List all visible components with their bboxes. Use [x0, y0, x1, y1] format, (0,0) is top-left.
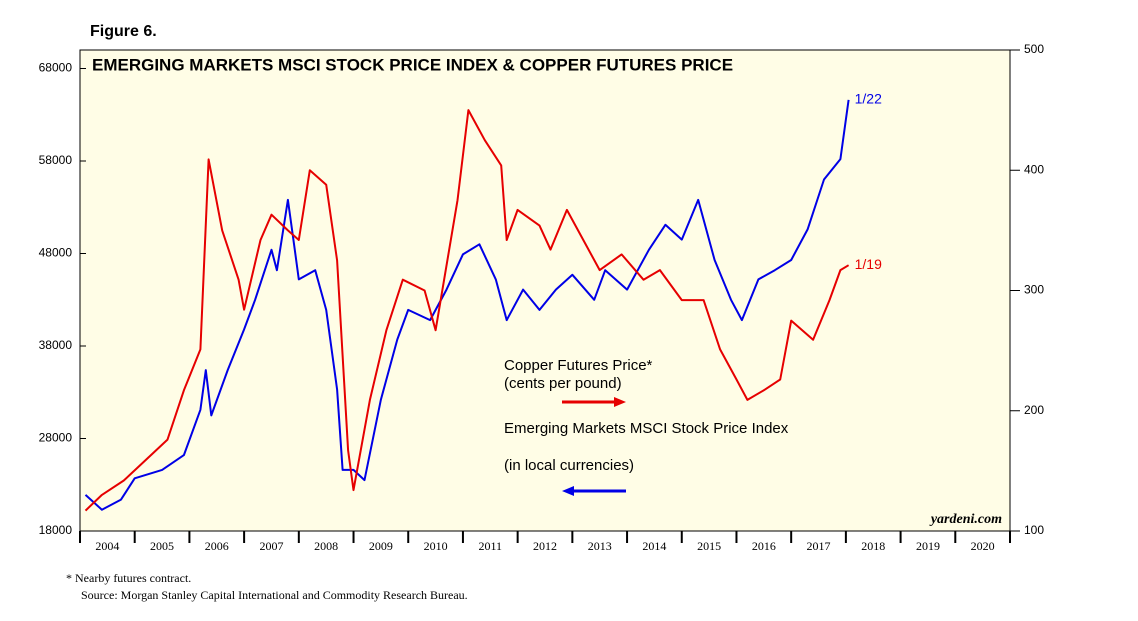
end-label: 1/22 — [855, 91, 882, 107]
legend-label: Emerging Markets MSCI Stock Price Index — [504, 420, 789, 437]
x-tick-label: 2010 — [424, 539, 448, 553]
y2-tick-label: 400 — [1024, 162, 1044, 176]
x-tick-label: 2016 — [752, 539, 776, 553]
plot-area — [79, 49, 1011, 532]
y2-tick-label: 500 — [1024, 42, 1044, 56]
figure-label: Figure 6. — [90, 23, 157, 40]
x-tick-label: 2007 — [259, 539, 283, 553]
y-tick-label: 28000 — [39, 431, 73, 445]
y-tick-label: 48000 — [39, 246, 73, 260]
source-mark: yardeni.com — [929, 512, 1002, 527]
y-tick-label: 18000 — [39, 523, 73, 537]
x-tick-label: 2011 — [479, 539, 503, 553]
x-tick-label: 2020 — [971, 539, 995, 553]
x-tick-label: 2009 — [369, 539, 393, 553]
legend-note: (in local currencies) — [504, 457, 634, 474]
legend-arrow-head — [562, 486, 574, 496]
x-tick-label: 2008 — [314, 539, 338, 553]
x-tick-label: 2004 — [95, 539, 119, 553]
legend-note: (cents per pound) — [504, 375, 622, 392]
y2-tick-label: 100 — [1024, 523, 1044, 537]
x-tick-label: 2012 — [533, 539, 557, 553]
y2-tick-label: 300 — [1024, 283, 1044, 297]
legend-arrow-head — [614, 397, 626, 407]
y-tick-label: 68000 — [39, 61, 73, 75]
footnote: * Nearby futures contract. — [66, 571, 191, 585]
x-tick-label: 2018 — [861, 539, 885, 553]
x-tick-label: 2006 — [205, 539, 229, 553]
chart-title: EMERGING MARKETS MSCI STOCK PRICE INDEX … — [92, 55, 733, 74]
series-line — [84, 99, 850, 511]
footnote: Source: Morgan Stanley Capital Internati… — [81, 588, 468, 602]
x-tick-label: 2013 — [588, 539, 612, 553]
x-tick-label: 2014 — [642, 539, 666, 553]
y-tick-label: 38000 — [39, 338, 73, 352]
legend-label: Copper Futures Price* — [504, 357, 653, 374]
end-label: 1/19 — [855, 256, 882, 272]
series-line — [84, 109, 850, 512]
x-tick-label: 2015 — [697, 539, 721, 553]
x-tick-label: 2017 — [807, 539, 831, 553]
x-tick-label: 2005 — [150, 539, 174, 553]
y2-tick-label: 200 — [1024, 403, 1044, 417]
x-tick-label: 2019 — [916, 539, 940, 553]
y-tick-label: 58000 — [39, 153, 73, 167]
